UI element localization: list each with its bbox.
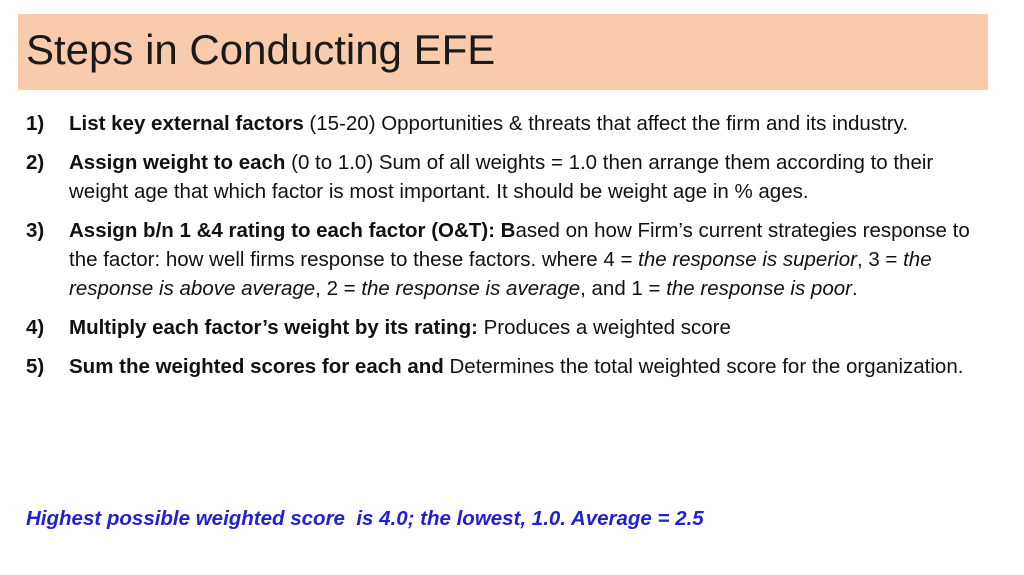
step-item: 3) Assign b/n 1 &4 rating to each factor … xyxy=(26,216,991,303)
text-run: Assign weight to each xyxy=(69,151,286,174)
title: Steps in Conducting EFE xyxy=(26,26,496,73)
text-run: Multiply each factor’s weight by its rat… xyxy=(69,316,478,339)
text-run: (15-20) Opportunities & threats that aff… xyxy=(303,112,909,135)
title-bar: Steps in Conducting EFE xyxy=(18,14,988,90)
step-number: 3) xyxy=(26,219,45,242)
text-run: Sum the weighted scores for each and xyxy=(69,355,444,378)
step-number: 4) xyxy=(26,316,45,339)
text-run: the response is superior xyxy=(638,248,857,271)
text-run: , 3 = xyxy=(856,248,904,271)
text-run: the response is above average xyxy=(69,248,932,300)
text-run: the response is poor xyxy=(666,277,852,300)
text-run: , and 1 = xyxy=(580,277,667,300)
step-list: 1) List key external factors (15-20) Oppo… xyxy=(26,109,991,391)
text-run: ased on how Firm’s current strategies re… xyxy=(69,219,970,271)
text-run: the response is average xyxy=(361,277,581,300)
text-run: , 2 = xyxy=(315,277,362,300)
step-item: 4) Multiply each factor’s weight by its r… xyxy=(26,313,991,342)
text-run: Produces a weighted score xyxy=(477,316,731,339)
text-run: . xyxy=(851,277,858,300)
text-run: (0 to 1.0) Sum of all weights = 1.0 then… xyxy=(69,151,934,203)
text-run: List key external factors xyxy=(69,112,304,135)
step-item: 5) Sum the weighted scores for each and D… xyxy=(26,352,991,381)
step-item: 2) Assign weight to each (0 to 1.0) Sum o… xyxy=(26,148,991,206)
step-number: 1) xyxy=(26,112,45,135)
step-item: 1) List key external factors (15-20) Oppo… xyxy=(26,109,991,138)
step-number: 5) xyxy=(26,355,45,378)
step-number: 2) xyxy=(26,151,45,174)
text-run: Assign b/n 1 &4 rating to each factor (O… xyxy=(69,219,516,242)
text-run: Determines the total weighted score for … xyxy=(443,355,964,378)
footer-note: Highest possible weighted score is 4.0; … xyxy=(26,507,704,530)
